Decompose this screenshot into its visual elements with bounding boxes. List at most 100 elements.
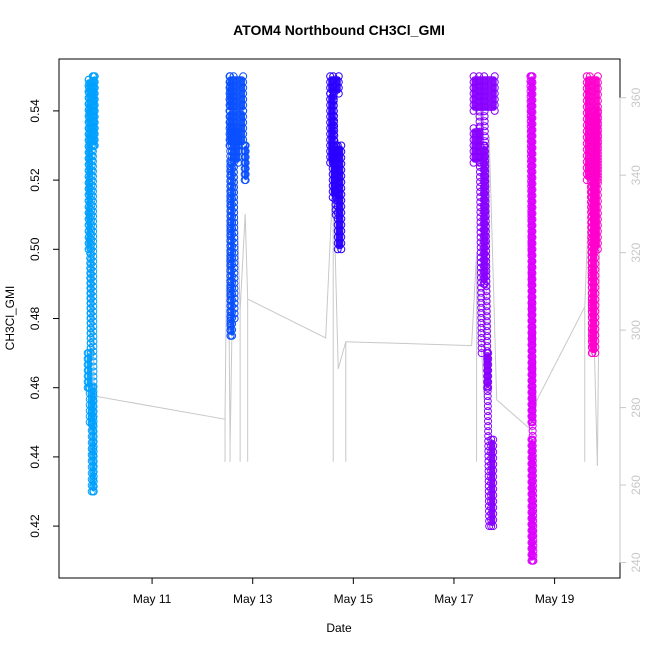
data-point	[230, 284, 239, 293]
data-point	[529, 546, 538, 555]
data-point	[529, 496, 538, 505]
data-point	[588, 323, 597, 332]
data-point	[476, 183, 485, 192]
data-point	[482, 287, 491, 296]
data-point	[528, 221, 537, 230]
data-point	[484, 477, 493, 486]
data-point	[587, 268, 596, 277]
data-point	[330, 166, 339, 175]
data-point	[230, 304, 239, 313]
data-point	[329, 111, 338, 120]
data-point	[528, 461, 537, 470]
data-point	[240, 164, 249, 173]
data-point	[484, 457, 493, 466]
data-point	[230, 294, 239, 303]
data-point	[528, 436, 537, 445]
data-point	[475, 117, 484, 126]
data-point	[526, 112, 535, 121]
data-point	[482, 302, 491, 311]
data-point	[475, 162, 484, 171]
data-point	[89, 477, 98, 486]
data-point	[527, 177, 536, 186]
data-point	[88, 112, 97, 121]
data-point	[480, 122, 489, 131]
data-point	[330, 131, 339, 140]
data-point	[475, 122, 484, 131]
data-point	[239, 89, 248, 98]
data-point	[528, 366, 537, 375]
data-point	[588, 318, 597, 327]
data-point	[476, 233, 485, 242]
data-point	[482, 282, 491, 291]
data-point	[593, 124, 602, 133]
data-point	[529, 556, 538, 565]
data-point	[83, 366, 92, 375]
data-point	[475, 127, 484, 136]
data-point	[484, 452, 493, 461]
data-point	[481, 222, 490, 231]
data-point	[86, 294, 95, 303]
data-point	[88, 137, 97, 146]
data-point	[586, 177, 595, 186]
data-point	[528, 456, 537, 465]
data-point	[528, 416, 537, 425]
data-point	[88, 82, 97, 91]
data-point	[593, 112, 602, 121]
data-point	[87, 151, 96, 160]
data-point	[593, 149, 602, 158]
data-point	[481, 207, 490, 216]
data-point	[89, 467, 98, 476]
data-point	[490, 78, 499, 87]
data-point	[482, 262, 491, 271]
data-point	[586, 137, 595, 146]
data-point	[89, 402, 98, 411]
data-point	[87, 265, 96, 274]
data-point	[330, 151, 339, 160]
data-point	[476, 223, 485, 232]
data-point	[476, 213, 485, 222]
data-point	[484, 427, 493, 436]
data-point	[590, 124, 599, 133]
data-point	[485, 522, 494, 531]
data-point	[230, 314, 239, 323]
data-point	[526, 142, 535, 151]
data-point	[89, 252, 98, 261]
data-point	[229, 163, 238, 172]
plot-area	[83, 72, 602, 565]
data-point	[88, 157, 97, 166]
data-point	[89, 207, 98, 216]
data-point	[490, 83, 499, 92]
data-point	[481, 187, 490, 196]
data-point	[89, 237, 98, 246]
data-point	[469, 106, 478, 115]
data-point	[337, 245, 346, 254]
data-point	[89, 192, 98, 201]
data-point	[329, 92, 338, 101]
data-point	[586, 97, 595, 106]
data-point	[586, 198, 595, 207]
data-point	[333, 220, 342, 229]
data-point	[526, 147, 535, 156]
data-point	[476, 278, 485, 287]
data-point	[89, 282, 98, 291]
data-point	[87, 156, 96, 165]
data-point	[483, 402, 492, 411]
data-point	[587, 228, 596, 237]
data-point	[89, 372, 98, 381]
data-point	[230, 198, 239, 207]
data-point	[529, 491, 538, 500]
data-point	[593, 118, 602, 127]
data-point	[333, 239, 342, 248]
data-point	[586, 167, 595, 176]
data-point	[230, 228, 239, 237]
data-point	[527, 212, 536, 221]
data-point	[529, 521, 538, 530]
data-point	[489, 522, 498, 531]
x-tick-label: May 13	[233, 592, 273, 606]
data-point	[588, 344, 597, 353]
data-point	[229, 77, 238, 86]
data-point	[480, 127, 489, 136]
data-point	[529, 516, 538, 525]
series-4	[469, 72, 499, 531]
